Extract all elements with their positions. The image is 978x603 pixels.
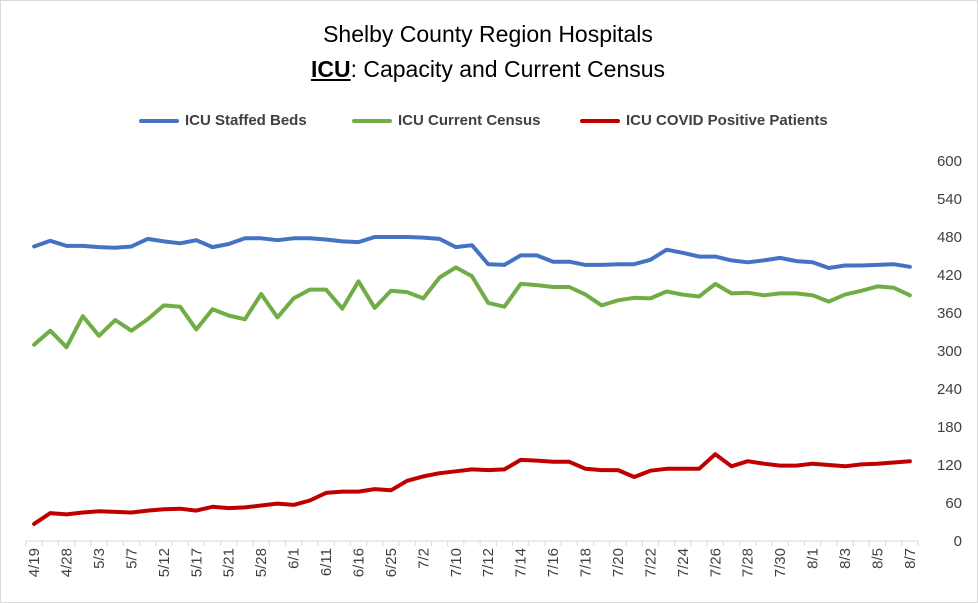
legend-swatch-current-census [352, 118, 392, 123]
y-tick-label: 120 [937, 457, 962, 474]
y-tick-label: 240 [937, 381, 962, 398]
x-tick-label: 5/28 [253, 548, 270, 577]
x-tick-label: 5/12 [156, 548, 173, 577]
x-tick-label: 7/26 [707, 548, 724, 577]
x-tick-label: 5/17 [188, 548, 205, 577]
y-tick-label: 180 [937, 419, 962, 436]
x-tick-label: 6/1 [286, 548, 303, 569]
x-tick-label: 8/1 [805, 548, 822, 569]
x-tick-label: 8/7 [902, 548, 919, 569]
series-line-1 [32, 265, 912, 350]
x-tick-label: 7/10 [448, 548, 465, 577]
y-tick-label: 0 [954, 533, 962, 550]
legend-label-staffed-beds: ICU Staffed Beds [185, 112, 307, 129]
y-tick-label: 360 [937, 305, 962, 322]
x-tick-label: 5/21 [221, 548, 238, 577]
chart-subtitle-bold: ICU [310, 56, 351, 82]
x-tick-label: 8/5 [869, 548, 886, 569]
y-tick-label: 540 [937, 191, 962, 208]
legend-item-covid-positive: ICU COVID Positive Patients [580, 112, 828, 129]
legend-swatch-staffed-beds [139, 118, 179, 123]
x-tick-label: 8/3 [837, 548, 854, 569]
x-tick-label: 7/16 [545, 548, 562, 577]
x-tick-label: 7/14 [513, 548, 530, 577]
x-tick-label: 7/20 [610, 548, 627, 577]
y-tick-label: 300 [937, 343, 962, 360]
x-tick-label: 7/18 [578, 548, 595, 577]
y-tick-label: 480 [937, 229, 962, 246]
y-tick-label: 420 [937, 267, 962, 284]
x-tick-label: 7/22 [642, 548, 659, 577]
chart-subtitle-rest: : Capacity and Current Census [350, 56, 666, 82]
chart-title: Shelby County Region Hospitals [323, 21, 653, 47]
chart-subtitle: ICU: Capacity and Current Census [0, 56, 976, 83]
y-tick-label: 60 [945, 495, 962, 512]
x-tick-label: 4/19 [26, 548, 43, 577]
legend-label-current-census: ICU Current Census [398, 112, 541, 129]
legend-item-staffed-beds: ICU Staffed Beds [139, 112, 307, 129]
x-tick-label: 6/16 [350, 548, 367, 577]
series-line-0 [32, 235, 912, 270]
x-tick-label: 4/28 [59, 548, 76, 577]
x-tick-label: 7/2 [415, 548, 432, 569]
x-tick-label: 5/3 [91, 548, 108, 569]
x-tick-label: 7/30 [772, 548, 789, 577]
x-tick-label: 7/28 [740, 548, 757, 577]
legend-item-current-census: ICU Current Census [352, 112, 541, 129]
legend-swatch-covid-positive [580, 118, 620, 123]
series-line-2 [32, 452, 912, 526]
y-tick-label: 600 [937, 153, 962, 170]
x-tick-label: 5/7 [123, 548, 140, 569]
legend-label-covid-positive: ICU COVID Positive Patients [626, 112, 828, 129]
x-tick-label: 6/11 [318, 548, 335, 576]
x-tick-label: 7/12 [480, 548, 497, 577]
x-tick-label: 7/24 [675, 548, 692, 577]
x-tick-label: 6/25 [383, 548, 400, 577]
